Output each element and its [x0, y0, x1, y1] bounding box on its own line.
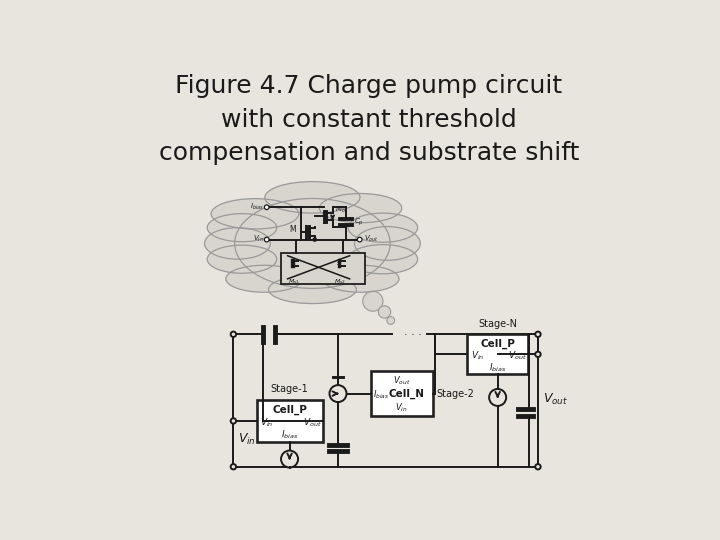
- Text: $C_p$: $C_p$: [354, 216, 364, 228]
- Ellipse shape: [226, 265, 302, 292]
- Text: Cell_P: Cell_P: [480, 339, 515, 349]
- Text: Stage-1: Stage-1: [271, 384, 308, 394]
- Ellipse shape: [354, 227, 420, 260]
- Text: $V_{out}$: $V_{out}$: [364, 234, 379, 244]
- Circle shape: [312, 238, 317, 241]
- Ellipse shape: [207, 214, 276, 242]
- Circle shape: [264, 237, 269, 242]
- Text: $M_b$: $M_b$: [335, 205, 346, 215]
- Circle shape: [230, 464, 236, 469]
- Text: $V_{in}$: $V_{in}$: [395, 401, 408, 414]
- Circle shape: [230, 332, 236, 337]
- Circle shape: [535, 352, 541, 357]
- Text: $V_{out}$: $V_{out}$: [543, 392, 568, 407]
- Text: $V_{in}$: $V_{in}$: [253, 234, 264, 244]
- Circle shape: [535, 464, 541, 469]
- Ellipse shape: [348, 245, 418, 274]
- Text: · · ·: · · ·: [404, 330, 422, 340]
- Text: $I_{bias}$: $I_{bias}$: [281, 428, 298, 441]
- FancyBboxPatch shape: [282, 253, 365, 284]
- Circle shape: [363, 291, 383, 311]
- Ellipse shape: [269, 275, 356, 303]
- Circle shape: [357, 237, 362, 242]
- Ellipse shape: [323, 265, 399, 292]
- Text: $V_{out}$: $V_{out}$: [303, 416, 322, 429]
- Text: Cell_N: Cell_N: [388, 389, 424, 400]
- FancyBboxPatch shape: [467, 334, 528, 374]
- Ellipse shape: [204, 228, 270, 259]
- Ellipse shape: [320, 193, 402, 222]
- Ellipse shape: [348, 213, 418, 242]
- Text: Figure 4.7 Charge pump circuit
with constant threshold
compensation and substrat: Figure 4.7 Charge pump circuit with cons…: [159, 74, 579, 165]
- Text: $V_{out}$: $V_{out}$: [393, 374, 410, 387]
- Text: Stage-2: Stage-2: [436, 389, 474, 399]
- Text: $M_{s1}$: $M_{s1}$: [288, 276, 300, 286]
- Circle shape: [330, 385, 346, 402]
- Circle shape: [264, 205, 269, 210]
- Circle shape: [378, 306, 391, 318]
- Ellipse shape: [207, 245, 276, 273]
- Ellipse shape: [211, 199, 299, 229]
- FancyBboxPatch shape: [256, 400, 323, 442]
- Text: $V_{in}$: $V_{in}$: [471, 349, 485, 362]
- Text: $V_{in}$: $V_{in}$: [260, 416, 274, 429]
- Text: $I_{bias}$: $I_{bias}$: [373, 388, 390, 401]
- Text: $V_{in}$: $V_{in}$: [238, 431, 256, 447]
- Circle shape: [489, 389, 506, 406]
- Text: M: M: [289, 225, 296, 234]
- Ellipse shape: [235, 199, 390, 288]
- FancyBboxPatch shape: [371, 372, 433, 416]
- Text: $V_{out}$: $V_{out}$: [508, 349, 527, 362]
- Text: Cell_P: Cell_P: [272, 404, 307, 415]
- Text: $I_{bias}$: $I_{bias}$: [489, 361, 506, 374]
- Circle shape: [387, 316, 395, 325]
- Text: $M_{s2}$: $M_{s2}$: [334, 276, 346, 286]
- Text: Stage-N: Stage-N: [478, 319, 517, 329]
- Circle shape: [230, 418, 236, 423]
- Circle shape: [281, 450, 298, 468]
- Text: $I_{bias}$: $I_{bias}$: [250, 201, 264, 212]
- Ellipse shape: [265, 181, 360, 213]
- Circle shape: [535, 332, 541, 337]
